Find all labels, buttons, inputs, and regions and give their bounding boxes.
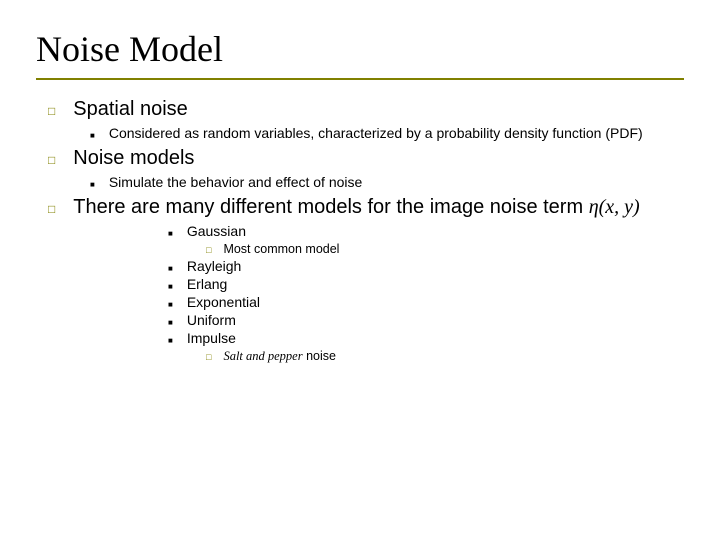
bullet-level1: □ Noise models — [48, 147, 684, 170]
bullet-level2: ■ Simulate the behavior and effect of no… — [90, 174, 684, 190]
square-bullet-icon: □ — [48, 202, 55, 216]
square-bullet-icon: □ — [48, 104, 55, 118]
bullet-level2: ■ Considered as random variables, charac… — [90, 125, 684, 141]
bullet-level2: ■ Rayleigh — [168, 258, 684, 274]
filled-square-icon: ■ — [168, 336, 173, 345]
bullet-level1: □ There are many different models for th… — [48, 196, 684, 219]
filled-square-icon: ■ — [168, 282, 173, 291]
slide-body: Noise Model □ Spatial noise ■ Considered… — [0, 0, 720, 364]
square-bullet-icon: □ — [48, 153, 55, 167]
square-bullet-icon: □ — [206, 352, 211, 362]
bullet-level2: ■ Gaussian — [168, 223, 684, 239]
section-noise-models: □ Noise models ■ Simulate the behavior a… — [36, 147, 684, 190]
filled-square-icon: ■ — [168, 300, 173, 309]
bullet-level3: □ Most common model — [206, 241, 684, 256]
model-gaussian: Gaussian — [187, 223, 246, 239]
bullet-level3: □ Salt and pepper noise — [206, 348, 684, 364]
note-impulse-italic: Salt and pepper — [223, 349, 302, 363]
note-impulse: Salt and pepper noise — [223, 349, 336, 364]
sub-text: Considered as random variables, characte… — [109, 125, 643, 141]
section-spatial-noise: □ Spatial noise ■ Considered as random v… — [36, 98, 684, 141]
filled-square-icon: ■ — [90, 180, 95, 189]
sub-text: Simulate the behavior and effect of nois… — [109, 174, 362, 190]
bullet-level2: ■ Exponential — [168, 294, 684, 310]
bullet-level1: □ Spatial noise — [48, 98, 684, 121]
filled-square-icon: ■ — [168, 264, 173, 273]
note-gaussian: Most common model — [223, 242, 339, 256]
filled-square-icon: ■ — [90, 131, 95, 140]
bullet-level2: ■ Uniform — [168, 312, 684, 328]
bullet-level2: ■ Impulse — [168, 330, 684, 346]
heading-text: Spatial noise — [73, 98, 188, 121]
square-bullet-icon: □ — [206, 245, 211, 255]
model-impulse: Impulse — [187, 330, 236, 346]
model-uniform: Uniform — [187, 312, 236, 328]
model-exponential: Exponential — [187, 294, 260, 310]
note-impulse-tail: noise — [303, 349, 336, 363]
filled-square-icon: ■ — [168, 318, 173, 327]
filled-square-icon: ■ — [168, 229, 173, 238]
section-models-list: □ There are many different models for th… — [36, 196, 684, 364]
heading-prefix: There are many different models for the … — [73, 196, 588, 218]
model-erlang: Erlang — [187, 276, 227, 292]
model-rayleigh: Rayleigh — [187, 258, 241, 274]
heading-text: There are many different models for the … — [73, 196, 639, 219]
heading-text: Noise models — [73, 147, 194, 170]
slide-title: Noise Model — [36, 28, 684, 80]
heading-eta: η(x, y) — [589, 196, 640, 218]
bullet-level2: ■ Erlang — [168, 276, 684, 292]
